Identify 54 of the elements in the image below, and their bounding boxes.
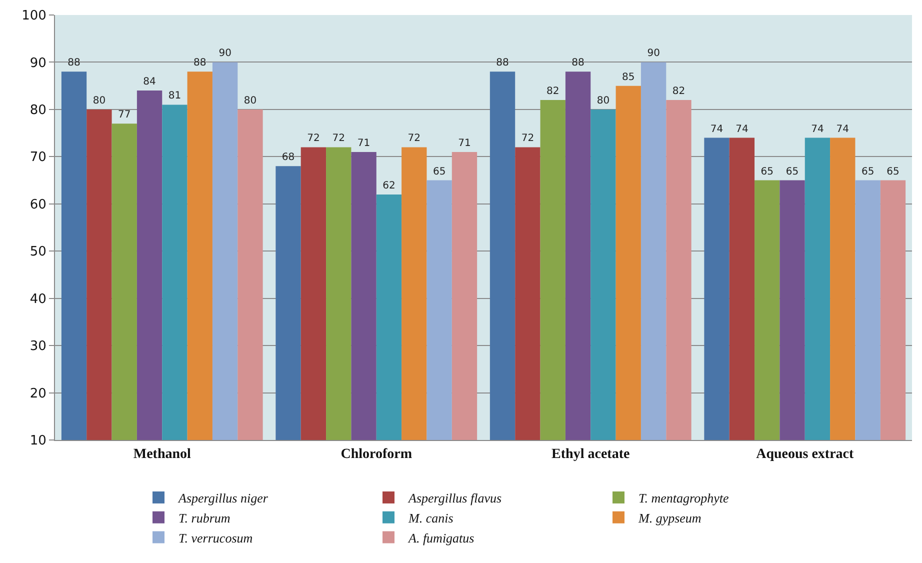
y-tick-label: 90 <box>30 56 46 71</box>
y-tick-label: 50 <box>30 244 46 260</box>
data-label: 65 <box>786 166 799 178</box>
data-label: 77 <box>118 110 131 121</box>
data-label: 88 <box>194 58 206 69</box>
y-tick-label: 20 <box>30 386 46 402</box>
data-label: 72 <box>332 133 345 144</box>
legend-label: M. gypseum <box>638 510 702 526</box>
x-tick-label: Chloroform <box>340 446 412 462</box>
y-tick-label: 60 <box>30 197 46 212</box>
data-label: 80 <box>596 95 610 106</box>
data-label: 62 <box>382 180 396 192</box>
data-label: 65 <box>886 166 900 178</box>
legend-label: A. fumigatus <box>408 530 474 546</box>
data-label: 72 <box>408 133 420 144</box>
data-label: 82 <box>546 86 560 97</box>
data-label: 90 <box>218 48 232 60</box>
data-label: 71 <box>458 138 471 149</box>
y-tick-label: 70 <box>30 150 46 166</box>
data-label: 74 <box>811 124 824 135</box>
data-label: 81 <box>168 90 182 102</box>
data-label: 68 <box>282 152 295 164</box>
data-label: 90 <box>647 48 660 60</box>
data-label: 71 <box>357 138 370 149</box>
data-label: 72 <box>521 133 534 144</box>
legend-label: T. rubrum <box>178 510 230 526</box>
x-tick-label: Methanol <box>133 446 192 462</box>
data-label: 74 <box>710 124 724 135</box>
data-label: 65 <box>432 166 446 178</box>
y-tick-label: 80 <box>30 102 46 118</box>
data-label: 88 <box>68 58 80 69</box>
data-label: 65 <box>861 166 874 178</box>
y-tick-label: 40 <box>30 292 46 307</box>
data-label: 80 <box>92 95 106 106</box>
legend-label: M. canis <box>408 510 454 526</box>
data-label: 74 <box>836 124 849 135</box>
y-tick-label: 30 <box>30 339 46 354</box>
x-tick-label: Ethyl acetate <box>552 446 630 462</box>
data-label: 88 <box>496 58 509 69</box>
data-label: 88 <box>572 58 584 69</box>
data-label: 82 <box>672 86 686 97</box>
data-label: 85 <box>622 72 635 83</box>
y-tick-label: 10 <box>30 434 46 449</box>
data-label: 72 <box>307 133 320 144</box>
legend-label: Aspergillus flavus <box>408 490 502 506</box>
data-label: 84 <box>143 76 156 88</box>
y-tick-label: 100 <box>22 8 46 24</box>
x-tick-label: Aqueous extract <box>756 446 854 462</box>
legend-label: T. verrucosum <box>178 530 253 546</box>
legend-label: T. mentagrophyte <box>638 490 729 506</box>
data-label: 74 <box>736 124 748 135</box>
data-label: 65 <box>760 166 774 178</box>
data-label: 80 <box>244 95 257 106</box>
legend-label: Aspergillus niger <box>178 490 269 506</box>
